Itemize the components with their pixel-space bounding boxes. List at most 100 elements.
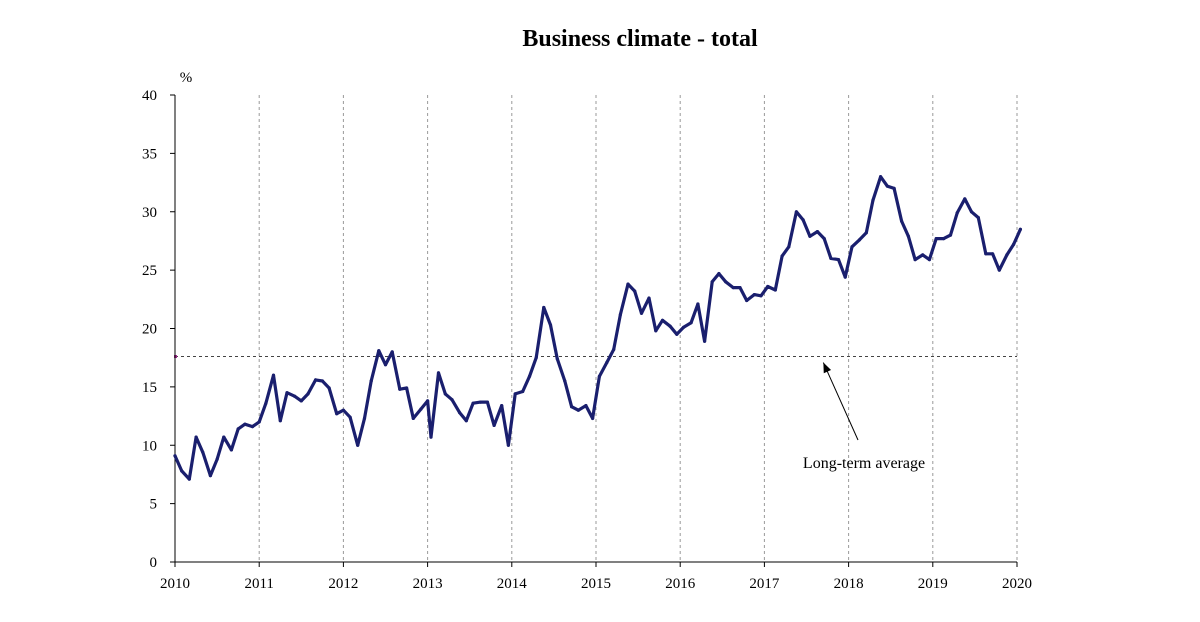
gridlines [258, 95, 1018, 562]
data-point-71 [668, 324, 672, 328]
data-point-118 [997, 268, 1001, 272]
data-point-63 [612, 347, 616, 352]
data-point-70 [660, 318, 665, 322]
data-point-6 [215, 457, 219, 461]
data-point-64 [618, 312, 623, 317]
data-point-86 [773, 288, 777, 292]
data-point-45 [485, 400, 489, 404]
data-point-11 [250, 425, 255, 429]
data-point-36 [426, 399, 430, 403]
data-point-38 [436, 371, 441, 375]
data-point-5 [208, 474, 212, 478]
data-point-105 [906, 234, 911, 238]
data-point-42 [464, 419, 468, 423]
annotation-arrow-head [823, 362, 832, 374]
x-tick-label-2017: 2017 [749, 576, 780, 592]
data-point-27 [362, 416, 367, 420]
data-point-53 [542, 305, 546, 310]
data-point-61 [597, 374, 602, 378]
data-point-91 [808, 234, 812, 238]
data-point-113 [963, 197, 967, 201]
data-point-78 [717, 272, 721, 276]
data-point-15 [278, 419, 282, 423]
data-point-3 [194, 435, 198, 439]
data-point-121 [1018, 227, 1023, 231]
data-point-95 [836, 258, 841, 262]
data-point-46 [492, 423, 496, 427]
data-point-13 [264, 401, 268, 405]
data-point-4 [201, 450, 205, 454]
data-point-96 [843, 275, 847, 279]
data-point-76 [703, 339, 707, 343]
data-point-73 [682, 325, 686, 329]
data-point-115 [976, 216, 980, 220]
y-tick-label-5: 5 [150, 497, 158, 513]
data-point-40 [450, 398, 454, 402]
x-tick-label-2012: 2012 [328, 576, 358, 592]
data-point-58 [576, 408, 580, 412]
data-point-100 [871, 198, 875, 202]
data-point-87 [780, 254, 784, 258]
axes [170, 94, 1018, 567]
long-term-average-label: Long-term average [803, 455, 925, 472]
y-tick-label-0: 0 [150, 555, 158, 571]
data-point-50 [521, 389, 525, 394]
data-point-54 [548, 323, 553, 327]
data-point-26 [356, 443, 360, 447]
data-point-8 [229, 448, 233, 452]
data-point-98 [857, 238, 862, 242]
data-point-41 [458, 411, 462, 415]
data-point-90 [801, 218, 805, 222]
data-point-43 [471, 401, 475, 405]
data-point-84 [759, 294, 763, 298]
x-tick-label-2018: 2018 [834, 576, 864, 592]
x-tick-label-2016: 2016 [665, 576, 696, 592]
data-point-23 [335, 412, 339, 416]
annotation-group: Long-term average [803, 362, 925, 472]
data-point-55 [555, 357, 559, 361]
data-point-97 [850, 245, 854, 249]
y-tick-label-20: 20 [142, 322, 157, 338]
y-tick-label-35: 35 [142, 146, 157, 162]
data-point-28 [369, 379, 373, 383]
data-point-18 [299, 399, 303, 403]
data-point-104 [900, 219, 904, 223]
data-point-0 [173, 454, 177, 458]
data-point-20 [314, 378, 318, 382]
data-point-52 [534, 356, 538, 360]
data-point-39 [443, 392, 447, 396]
data-point-93 [822, 237, 826, 241]
data-point-68 [647, 296, 651, 300]
data-point-66 [633, 289, 637, 293]
data-point-9 [236, 427, 240, 431]
data-point-82 [745, 298, 749, 303]
data-point-32 [398, 387, 402, 391]
y-tick-label-10: 10 [142, 438, 157, 454]
x-tick-label-2014: 2014 [497, 576, 528, 592]
data-point-89 [794, 210, 799, 214]
data-point-114 [969, 210, 974, 214]
x-tick-label-2010: 2010 [160, 576, 190, 592]
data-point-37 [429, 435, 433, 439]
data-point-31 [390, 350, 394, 354]
data-point-29 [377, 349, 381, 353]
y-unit-label: % [180, 70, 193, 86]
x-tick-label-2020: 2020 [1002, 576, 1032, 592]
data-point-2 [187, 477, 191, 481]
data-point-12 [257, 420, 261, 424]
data-point-56 [563, 379, 567, 383]
data-point-67 [639, 311, 644, 315]
data-point-62 [605, 360, 609, 364]
data-point-21 [320, 379, 324, 383]
data-point-85 [766, 284, 770, 289]
data-point-77 [710, 280, 714, 284]
data-point-106 [913, 258, 917, 262]
data-point-109 [934, 237, 938, 241]
data-point-69 [654, 329, 658, 333]
data-point-108 [927, 258, 932, 262]
data-point-83 [752, 293, 756, 297]
data-point-99 [864, 231, 868, 235]
data-point-49 [513, 392, 517, 396]
